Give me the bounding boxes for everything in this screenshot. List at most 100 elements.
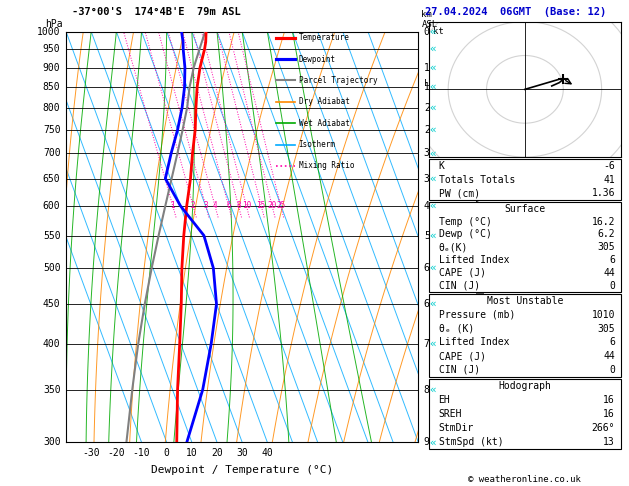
Text: Dewpoint: Dewpoint xyxy=(299,54,335,64)
Text: 0: 0 xyxy=(610,365,615,375)
Text: hPa: hPa xyxy=(45,19,63,29)
Text: CAPE (J): CAPE (J) xyxy=(438,351,486,361)
Text: 30: 30 xyxy=(237,448,248,458)
Text: -6: -6 xyxy=(603,161,615,171)
Text: -20: -20 xyxy=(108,448,125,458)
Text: 9: 9 xyxy=(424,437,430,447)
Text: 950: 950 xyxy=(43,44,60,54)
Text: Isotherm: Isotherm xyxy=(299,140,335,149)
Text: 300: 300 xyxy=(43,437,60,447)
Text: «: « xyxy=(430,63,437,72)
Text: CAPE (J): CAPE (J) xyxy=(438,268,486,278)
Text: 1010: 1010 xyxy=(591,310,615,320)
Text: 13: 13 xyxy=(603,437,615,447)
Text: 600: 600 xyxy=(43,201,60,211)
FancyBboxPatch shape xyxy=(429,379,621,449)
Text: 16: 16 xyxy=(603,395,615,405)
Text: 7: 7 xyxy=(424,339,430,349)
FancyBboxPatch shape xyxy=(429,202,621,292)
Text: «: « xyxy=(430,385,437,395)
Text: 10: 10 xyxy=(242,201,251,210)
Text: CIN (J): CIN (J) xyxy=(438,281,480,291)
Text: «: « xyxy=(430,263,437,273)
Text: Temperature: Temperature xyxy=(299,33,349,42)
Text: «: « xyxy=(430,230,437,241)
Text: 20: 20 xyxy=(267,201,277,210)
Text: 305: 305 xyxy=(598,242,615,252)
Text: StmDir: StmDir xyxy=(438,423,474,433)
Text: -30: -30 xyxy=(82,448,100,458)
Text: Hodograph: Hodograph xyxy=(498,381,552,391)
Text: 0: 0 xyxy=(424,27,430,36)
Text: 16.2: 16.2 xyxy=(591,217,615,226)
Text: 10: 10 xyxy=(186,448,198,458)
Text: 4: 4 xyxy=(424,201,430,211)
Text: 750: 750 xyxy=(43,125,60,135)
Text: 450: 450 xyxy=(43,299,60,309)
Text: Wet Adiabat: Wet Adiabat xyxy=(299,119,349,128)
Text: «: « xyxy=(430,27,437,36)
Text: Totals Totals: Totals Totals xyxy=(438,174,515,185)
Text: 550: 550 xyxy=(43,230,60,241)
Text: kt: kt xyxy=(433,27,443,36)
Text: 900: 900 xyxy=(43,63,60,72)
Text: «: « xyxy=(430,103,437,113)
Text: 41: 41 xyxy=(603,174,615,185)
Text: 44: 44 xyxy=(603,268,615,278)
Text: 400: 400 xyxy=(43,339,60,349)
Text: 44: 44 xyxy=(603,351,615,361)
FancyBboxPatch shape xyxy=(429,159,621,200)
Text: 1.36: 1.36 xyxy=(591,189,615,198)
Text: θₑ(K): θₑ(K) xyxy=(438,242,468,252)
Text: Most Unstable: Most Unstable xyxy=(487,296,563,306)
Text: 4: 4 xyxy=(213,201,217,210)
Text: θₑ (K): θₑ (K) xyxy=(438,324,474,333)
Text: Dewp (°C): Dewp (°C) xyxy=(438,229,491,240)
Text: LCL: LCL xyxy=(424,79,440,87)
Text: 2: 2 xyxy=(424,125,430,135)
Text: km
ASL: km ASL xyxy=(421,10,438,29)
Text: 16: 16 xyxy=(603,409,615,419)
Text: -37°00'S  174°4B'E  79m ASL: -37°00'S 174°4B'E 79m ASL xyxy=(72,7,241,17)
Text: Surface: Surface xyxy=(504,204,545,214)
Text: Lifted Index: Lifted Index xyxy=(438,337,509,347)
Text: «: « xyxy=(430,148,437,158)
Text: Temp (°C): Temp (°C) xyxy=(438,217,491,226)
Text: 8: 8 xyxy=(236,201,241,210)
Text: Parcel Trajectory: Parcel Trajectory xyxy=(299,76,377,85)
FancyBboxPatch shape xyxy=(429,294,621,377)
Text: 25: 25 xyxy=(276,201,286,210)
Text: 3: 3 xyxy=(424,174,430,184)
Text: 20: 20 xyxy=(211,448,223,458)
Text: Dry Adiabat: Dry Adiabat xyxy=(299,97,349,106)
Text: «: « xyxy=(430,339,437,349)
Text: 1: 1 xyxy=(170,201,175,210)
Text: K: K xyxy=(438,161,445,171)
Text: 1: 1 xyxy=(424,63,430,72)
Text: 350: 350 xyxy=(43,385,60,395)
Text: «: « xyxy=(430,82,437,92)
Text: «: « xyxy=(430,44,437,54)
Text: «: « xyxy=(430,174,437,184)
Text: 6: 6 xyxy=(424,263,430,273)
Text: 1000: 1000 xyxy=(37,27,60,36)
Text: 3: 3 xyxy=(203,201,208,210)
Text: 700: 700 xyxy=(43,148,60,158)
Text: 0: 0 xyxy=(164,448,170,458)
Text: 1: 1 xyxy=(424,82,430,92)
Text: PW (cm): PW (cm) xyxy=(438,189,480,198)
Text: «: « xyxy=(430,299,437,309)
Text: 2: 2 xyxy=(191,201,196,210)
Text: 850: 850 xyxy=(43,82,60,92)
Text: 8: 8 xyxy=(424,385,430,395)
Text: SREH: SREH xyxy=(438,409,462,419)
Text: 305: 305 xyxy=(598,324,615,333)
Text: 266°: 266° xyxy=(591,423,615,433)
Text: StmSpd (kt): StmSpd (kt) xyxy=(438,437,503,447)
Text: 15: 15 xyxy=(257,201,266,210)
Text: «: « xyxy=(430,125,437,135)
Text: -10: -10 xyxy=(133,448,150,458)
Text: 650: 650 xyxy=(43,174,60,184)
Text: 27.04.2024  06GMT  (Base: 12): 27.04.2024 06GMT (Base: 12) xyxy=(425,7,606,17)
Text: 6: 6 xyxy=(424,299,430,309)
